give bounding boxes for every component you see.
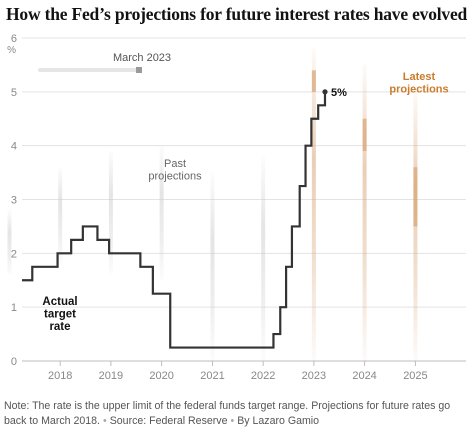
grid-lines [22,37,466,362]
projection-column-2022 [261,156,266,361]
projection-column-2018 [58,167,63,265]
y-axis-unit-label: % [7,45,16,56]
chart-title: How the Fed’s projections for future int… [6,4,468,24]
slider-label: March 2023 [113,52,171,64]
chart-note: Note: The rate is the upper limit of the… [4,399,470,429]
x-tick-label: 2024 [352,370,376,382]
date-slider[interactable]: March 2023 [38,52,171,73]
y-tick-label: 3 [11,195,17,207]
projection-column-2021 [210,172,215,361]
y-tick-label: 1 [11,302,17,314]
projection-peak-2023 [311,70,316,92]
y-axis: 0 1 2 3 4 5 6% [7,33,17,368]
note-text: Note: The rate is the upper limit of the… [4,400,451,427]
actual-rate-endpoint [322,89,328,95]
end-value-label: 5% [331,87,347,99]
x-tick-label: 2019 [99,370,123,382]
projection-column-2017 [7,210,12,275]
x-tick-label: 2023 [302,370,326,382]
x-tick-label: 2018 [48,370,72,382]
chart-annotations: Actual target rate Past projections Latest pro… [42,71,448,333]
x-axis: 2018 2019 2020 2021 2022 2023 2024 2025 [48,361,428,382]
slider-handle [136,67,142,73]
x-tick-label: 2025 [403,370,427,382]
separator-dot: • [103,415,107,427]
y-tick-label: 6 [11,33,17,45]
projection-peak-2024 [362,118,367,152]
x-tick-label: 2021 [200,370,224,382]
projection-column-2019 [108,151,113,275]
projection-peak-2025 [413,167,418,227]
actual-rate-line [22,91,327,349]
actual-rate-series: 5% [22,87,347,349]
past-projections-label: Past projections [148,158,202,183]
projection-columns [7,48,418,362]
y-tick-label: 5 [11,87,17,99]
projection-column-2024 [362,64,367,362]
latest-projections-label: Latest projections [389,71,448,96]
separator-dot: • [230,415,235,427]
interest-rate-chart: 0 1 2 3 4 5 6% 2018 2019 2020 2021 2022 2023 2024 202… [7,33,466,382]
x-tick-label: 2020 [149,370,173,382]
y-tick-label: 4 [11,141,17,153]
y-tick-label: 2 [11,248,17,260]
projection-column-2020 [159,145,164,281]
x-tick-label: 2022 [251,370,275,382]
source-text: Source: Federal Reserve [109,415,228,427]
y-tick-label: 0 [11,356,17,368]
actual-rate-label: Actual target rate [42,296,77,333]
projection-column-2023 [311,48,316,362]
slider-track [38,68,142,72]
credit-text: By Lazaro Gamio [237,415,320,427]
